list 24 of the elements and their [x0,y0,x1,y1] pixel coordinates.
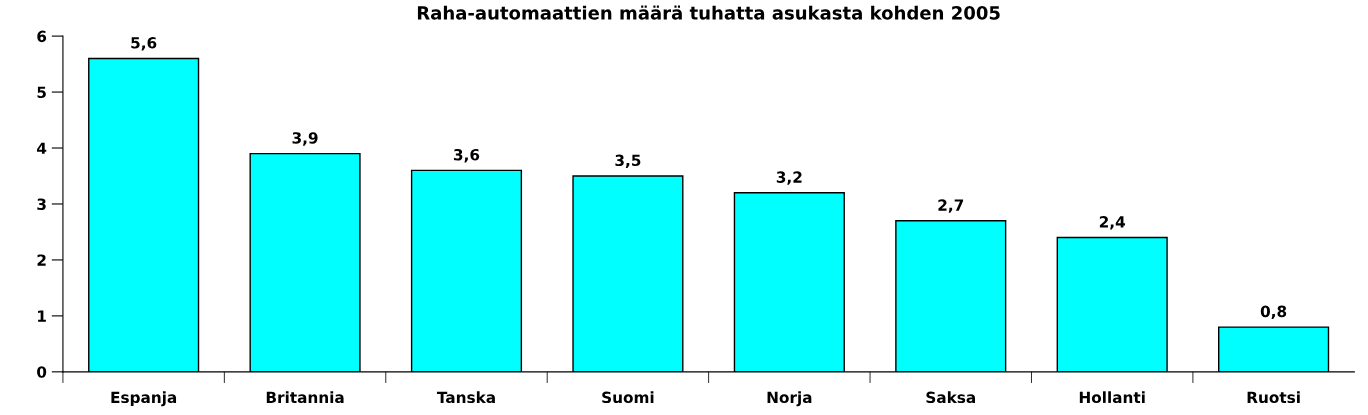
y-tick-label: 4 [37,142,47,154]
y-tick-label: 6 [37,30,47,43]
y-tick-label: 5 [37,86,46,99]
x-tick-label: Tanska [436,391,495,404]
x-tick-label: Espanja [111,391,177,407]
data-label: 0,8 [1260,305,1287,320]
x-tick-label: Suomi [602,391,654,404]
data-label: 3,2 [776,171,802,185]
data-label: 3,6 [453,148,480,163]
x-tick-label: Hollanti [1079,391,1145,404]
x-tick-label: Saksa [926,391,975,404]
y-tick-label: 0 [37,366,47,378]
x-tick-label: Britannia [266,391,344,404]
y-tick-label: 1 [38,310,46,322]
data-label: 3,5 [615,154,641,169]
y-tick-label: 3 [37,198,46,210]
data-label: 2,7 [938,199,964,213]
data-label: 3,9 [292,132,318,146]
x-tick-label: Ruotsi [1247,391,1300,404]
data-label: 5,6 [131,37,157,51]
data-label: 2,4 [1099,216,1126,230]
chart-title: Raha-automaattien määrä tuhatta asukasta kohden 2005 [417,5,1000,20]
x-tick-label: Norja [767,391,812,407]
y-tick-label: 2 [37,254,46,266]
